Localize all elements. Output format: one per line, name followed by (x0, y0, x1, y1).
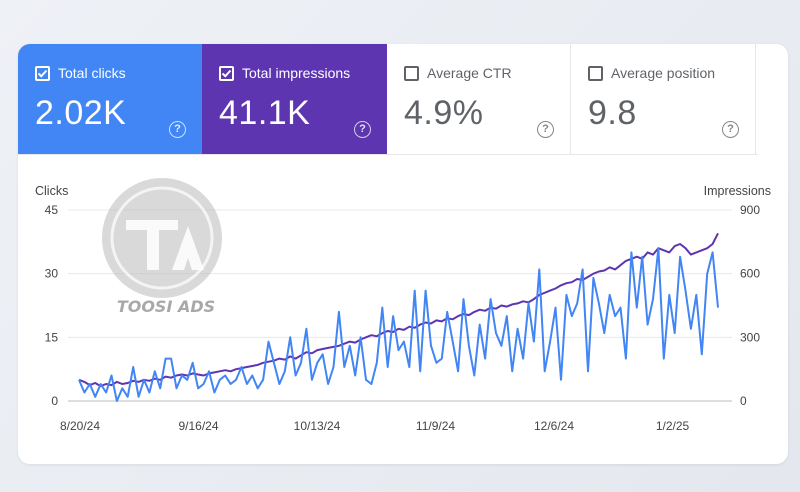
total-impressions-card[interactable]: Total impressions 41.1K ? (202, 44, 387, 154)
y-right-tick-label: 0 (740, 394, 747, 408)
checkmark-icon (37, 69, 48, 78)
x-tick-label: 1/2/25 (656, 419, 690, 433)
total-impressions-value: 41.1K (219, 94, 311, 132)
x-tick-label: 12/6/24 (534, 419, 574, 433)
help-icon[interactable]: ? (354, 121, 371, 138)
y-axis-right-title: Impressions (704, 184, 771, 198)
y-axis-left-title: Clicks (35, 184, 68, 198)
total-impressions-checkbox[interactable] (219, 66, 234, 81)
y-right-tick-label: 600 (740, 267, 760, 281)
x-tick-label: 11/9/24 (416, 419, 455, 433)
average-ctr-label: Average CTR (427, 65, 512, 81)
help-icon[interactable]: ? (537, 121, 554, 138)
y-left-tick-label: 0 (51, 394, 58, 408)
average-position-value: 9.8 (588, 94, 637, 132)
total-impressions-label: Total impressions (242, 65, 351, 81)
svg-text:TOOSI ADS: TOOSI ADS (117, 297, 215, 316)
average-ctr-checkbox[interactable] (404, 66, 419, 81)
average-position-card[interactable]: Average position 9.8 ? (571, 44, 756, 154)
x-tick-label: 8/20/24 (60, 419, 100, 433)
average-position-checkbox[interactable] (588, 66, 603, 81)
toosi-ads-logo: TOOSI ADS (102, 178, 222, 316)
help-icon[interactable]: ? (169, 121, 186, 138)
total-clicks-label: Total clicks (58, 65, 126, 81)
total-clicks-card[interactable]: Total clicks 2.02K ? (18, 44, 202, 154)
average-ctr-card[interactable]: Average CTR 4.9% ? (387, 44, 571, 154)
series-line-clicks (78, 247, 719, 402)
y-right-tick-label: 300 (740, 330, 760, 344)
y-right-tick-label: 900 (740, 203, 760, 217)
x-tick-label: 9/16/24 (178, 419, 218, 433)
y-left-tick-label: 15 (45, 330, 59, 344)
total-clicks-value: 2.02K (35, 94, 127, 132)
ticks-layer: 0 0 15 300 30 600 45 900 8/20/24 9/16/24 10/13/24 1… (45, 203, 761, 433)
checkmark-icon (221, 69, 232, 78)
x-tick-label: 10/13/24 (294, 419, 341, 433)
cards-divider (18, 154, 758, 155)
series-line-impressions (78, 232, 719, 388)
help-icon[interactable]: ? (722, 121, 739, 138)
total-clicks-checkbox[interactable] (35, 66, 50, 81)
average-position-label: Average position (611, 65, 716, 81)
y-left-tick-label: 45 (45, 203, 59, 217)
series-layer (78, 232, 719, 402)
metric-cards: Total clicks 2.02K ? Total impressions 4… (18, 44, 788, 154)
average-ctr-value: 4.9% (404, 94, 484, 132)
y-left-tick-label: 30 (45, 267, 59, 281)
